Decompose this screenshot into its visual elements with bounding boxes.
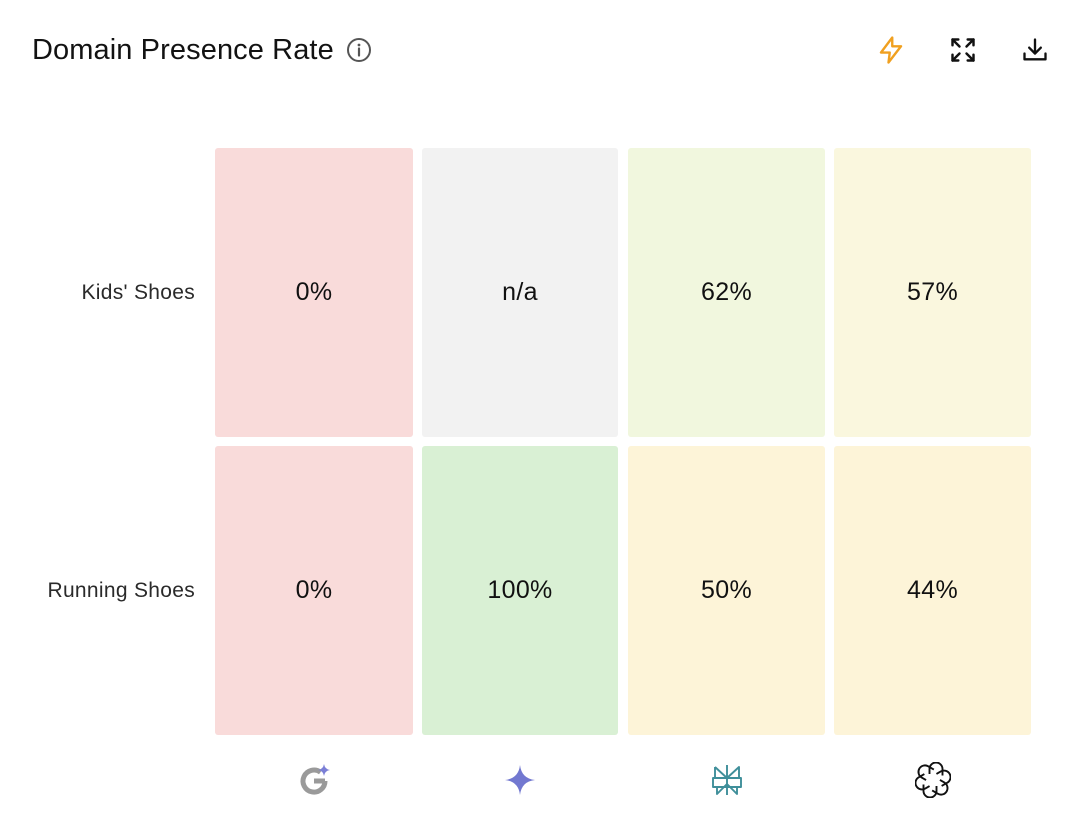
cell-value: 0%: [295, 576, 333, 604]
info-icon[interactable]: [346, 37, 372, 63]
heatmap-cell[interactable]: 57%: [834, 148, 1031, 437]
heatmap-cell[interactable]: 50%: [628, 446, 825, 735]
cell-value: 62%: [701, 278, 752, 306]
google-ai-overview-icon: [294, 760, 334, 800]
chatgpt-icon: [913, 760, 953, 800]
download-button[interactable]: [1017, 32, 1053, 68]
cell-value: 57%: [907, 278, 958, 306]
cell-value: 44%: [907, 576, 958, 604]
cell-value: 0%: [295, 278, 333, 306]
heatmap-cell[interactable]: n/a: [422, 148, 618, 437]
chart-actions: [837, 32, 1053, 68]
perplexity-icon: [707, 760, 747, 800]
row-label-wrapper: Running Shoes: [0, 446, 195, 735]
row-label: Kids' Shoes: [81, 280, 195, 304]
download-icon: [1023, 38, 1047, 61]
gemini-icon: [500, 760, 540, 800]
heatmap-cell[interactable]: 0%: [215, 148, 413, 437]
expand-button[interactable]: [945, 32, 981, 68]
row-label: Running Shoes: [47, 578, 195, 602]
chart-title: Domain Presence Rate: [32, 33, 334, 66]
expand-icon: [951, 38, 975, 62]
heatmap-cell[interactable]: 62%: [628, 148, 825, 437]
lightning-icon: [879, 36, 903, 64]
heatmap-cell[interactable]: 0%: [215, 446, 413, 735]
insights-button[interactable]: [873, 32, 909, 68]
cell-value: 100%: [487, 576, 553, 604]
cell-value: n/a: [502, 278, 538, 306]
heatmap-cell[interactable]: 100%: [422, 446, 618, 735]
title-group: Domain Presence Rate: [32, 34, 372, 67]
heatmap-cell[interactable]: 44%: [834, 446, 1031, 735]
cell-value: 50%: [701, 576, 752, 604]
row-label-wrapper: Kids' Shoes: [0, 148, 195, 437]
chart-header: Domain Presence Rate: [32, 28, 1053, 72]
